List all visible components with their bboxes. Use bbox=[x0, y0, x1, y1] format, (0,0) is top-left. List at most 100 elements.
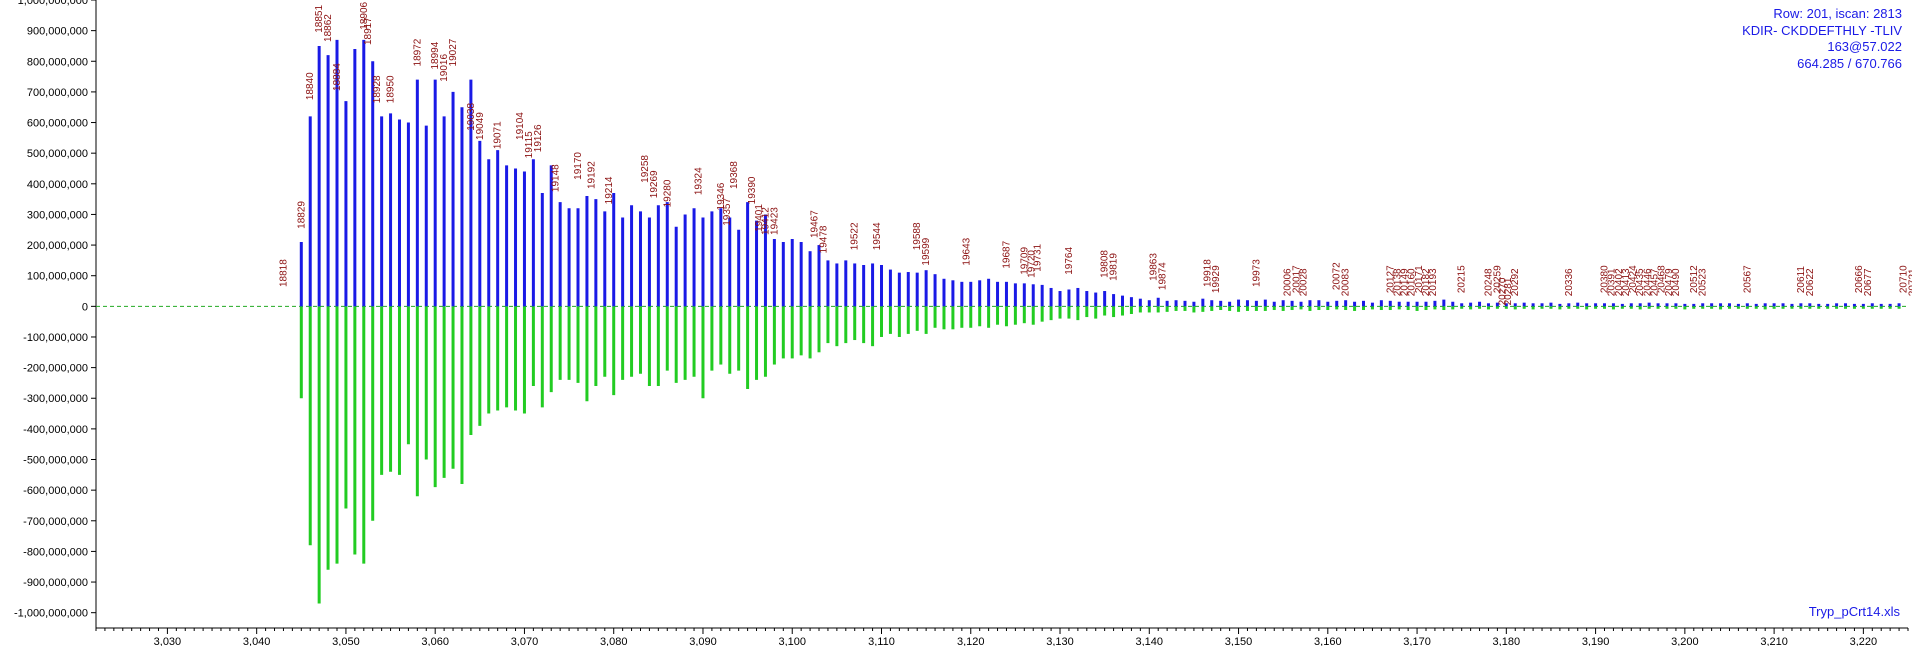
peak-label: 20721 bbox=[1907, 268, 1912, 296]
peak-label: 18994 bbox=[430, 41, 441, 69]
x-tick-label: 3,170 bbox=[1403, 636, 1431, 646]
peak-label: 20710 bbox=[1899, 265, 1910, 293]
peak-label: 19368 bbox=[729, 161, 740, 189]
x-tick-label: 3,120 bbox=[957, 636, 985, 646]
y-tick-label: -600,000,000 bbox=[23, 485, 88, 497]
peak-label: 20391 bbox=[1607, 268, 1618, 296]
peak-label: 20248 bbox=[1483, 268, 1494, 296]
x-tick-label: 3,090 bbox=[689, 636, 717, 646]
peak-label: 20292 bbox=[1510, 268, 1521, 296]
peak-label: 20413 bbox=[1621, 268, 1632, 296]
negative-series bbox=[299, 306, 1901, 604]
peak-label: 20127 bbox=[1385, 265, 1396, 293]
y-tick-label: -800,000,000 bbox=[23, 546, 88, 558]
peak-label: 20006 bbox=[1283, 268, 1294, 296]
info-ratio-line: 664.285 / 670.766 bbox=[1797, 55, 1902, 71]
peak-label: 18917 bbox=[363, 17, 374, 45]
peak-label: 20171 bbox=[1414, 265, 1425, 293]
peak-label: 20270 bbox=[1498, 277, 1509, 305]
peak-label: 20149 bbox=[1400, 268, 1411, 296]
peak-label: 19104 bbox=[515, 112, 526, 140]
x-tick-label: 3,040 bbox=[243, 636, 271, 646]
peak-label: 18906 bbox=[359, 1, 370, 29]
peak-label: 19929 bbox=[1211, 265, 1222, 293]
y-tick-label: 400,000,000 bbox=[27, 179, 88, 191]
peak-label: 19423 bbox=[769, 207, 780, 235]
x-tick-label: 3,070 bbox=[511, 636, 539, 646]
x-tick-label: 3,200 bbox=[1671, 636, 1699, 646]
peak-label: 18862 bbox=[323, 14, 334, 42]
peak-label: 20193 bbox=[1428, 268, 1439, 296]
source-filename: Tryp_pCrt14.xls bbox=[1808, 604, 1900, 619]
x-tick-label: 3,220 bbox=[1850, 636, 1878, 646]
peak-label: 18972 bbox=[412, 38, 423, 66]
peak-label: 19687 bbox=[1001, 240, 1012, 268]
peak-label: 20336 bbox=[1564, 268, 1575, 296]
info-panel: Row: 201, iscan: 2813 KDIR- CKDDEFTHLY -… bbox=[1742, 6, 1902, 72]
peak-label: 20611 bbox=[1796, 266, 1807, 294]
peak-label: 20380 bbox=[1600, 265, 1611, 293]
peak-label: 20446 bbox=[1642, 268, 1653, 296]
peak-label: 20468 bbox=[1657, 265, 1668, 293]
peak-label: 19709 bbox=[1019, 247, 1030, 275]
x-tick-label: 3,110 bbox=[868, 636, 895, 646]
x-tick-label: 3,030 bbox=[154, 636, 182, 646]
peak-label: 18818 bbox=[278, 259, 289, 287]
peak-label: 20567 bbox=[1742, 265, 1753, 293]
y-tick-label: -100,000,000 bbox=[23, 332, 88, 344]
y-tick-label: 600,000,000 bbox=[27, 118, 88, 130]
y-tick-label: -300,000,000 bbox=[23, 393, 88, 405]
peak-label: 19401 bbox=[754, 204, 765, 232]
peak-label: 19973 bbox=[1251, 259, 1262, 287]
peak-label: 19324 bbox=[694, 167, 705, 195]
peak-label: 19269 bbox=[649, 170, 660, 198]
y-tick-label: -700,000,000 bbox=[23, 516, 88, 528]
peak-label: 19808 bbox=[1100, 250, 1111, 278]
peak-label: 19599 bbox=[921, 237, 932, 265]
peak-label: 18950 bbox=[386, 75, 397, 103]
x-tick-label: 3,080 bbox=[600, 636, 628, 646]
y-tick-label: 500,000,000 bbox=[27, 148, 88, 160]
y-tick-label: 100,000,000 bbox=[27, 271, 88, 283]
peak-label: 19522 bbox=[850, 222, 861, 250]
peak-label: 20479 bbox=[1664, 268, 1675, 296]
peak-label: 19126 bbox=[533, 124, 544, 152]
peak-label: 20424 bbox=[1628, 265, 1639, 293]
peak-label: 19071 bbox=[493, 121, 504, 149]
y-tick-label: 800,000,000 bbox=[27, 56, 88, 68]
peak-label: 19764 bbox=[1064, 247, 1075, 275]
y-tick-label: -900,000,000 bbox=[23, 577, 88, 589]
peak-label: 19588 bbox=[912, 222, 923, 250]
peak-label: 20072 bbox=[1332, 262, 1343, 290]
peak-label: 19357 bbox=[722, 198, 733, 226]
peak-label: 19731 bbox=[1033, 243, 1044, 271]
peak-label: 19478 bbox=[818, 225, 829, 253]
x-tick-label: 3,130 bbox=[1046, 636, 1074, 646]
peak-label: 19346 bbox=[716, 182, 727, 210]
x-tick-label: 3,210 bbox=[1760, 636, 1788, 646]
peak-label: 19819 bbox=[1109, 253, 1120, 281]
peak-label: 19115 bbox=[524, 131, 535, 159]
peak-label: 20160 bbox=[1407, 268, 1418, 296]
x-tick-label: 3,050 bbox=[332, 636, 360, 646]
peak-label: 19038 bbox=[466, 103, 477, 131]
y-tick-label: -400,000,000 bbox=[23, 424, 88, 436]
y-tick-label: -500,000,000 bbox=[23, 455, 88, 467]
x-tick-label: 3,160 bbox=[1314, 636, 1342, 646]
peak-label: 19544 bbox=[872, 222, 883, 250]
y-tick-label: 0 bbox=[82, 301, 88, 313]
x-tick-label: 3,140 bbox=[1136, 636, 1164, 646]
peak-label: 19643 bbox=[961, 237, 972, 265]
peak-label: 20182 bbox=[1421, 268, 1432, 296]
x-tick-label: 3,190 bbox=[1582, 636, 1610, 646]
peak-label: 19720 bbox=[1026, 250, 1037, 278]
peak-label: 19874 bbox=[1158, 262, 1169, 290]
peak-label: 19192 bbox=[586, 161, 597, 189]
peak-label: 20259 bbox=[1492, 265, 1503, 293]
peak-label: 18829 bbox=[296, 201, 307, 229]
positive-series bbox=[299, 39, 1901, 307]
y-tick-label: 900,000,000 bbox=[27, 26, 88, 38]
x-tick-label: 3,180 bbox=[1493, 636, 1521, 646]
peak-label: 18840 bbox=[305, 72, 316, 100]
